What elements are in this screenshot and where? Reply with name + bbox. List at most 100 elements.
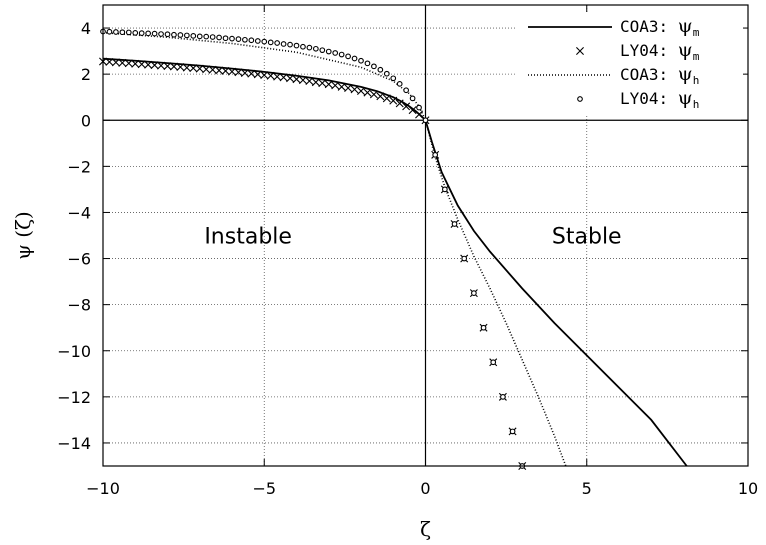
annotation-instable: Instable: [204, 225, 292, 250]
x-tick-label: 5: [582, 479, 592, 498]
data-point: [377, 66, 384, 73]
data-point: [292, 75, 301, 84]
data-point: [396, 80, 403, 87]
data-point: [390, 75, 397, 82]
y-tick-label: −6: [67, 250, 91, 269]
data-point: [171, 31, 177, 38]
data-point: [216, 34, 222, 41]
data-point: [113, 29, 119, 35]
legend-label: LY04: ψh: [620, 87, 699, 111]
data-point: [311, 78, 320, 87]
data-point: [248, 37, 255, 44]
data-point: [177, 32, 184, 38]
legend-label: LY04: ψm: [620, 39, 700, 63]
data-point: [118, 58, 127, 67]
data-point: [157, 61, 166, 70]
data-point: [176, 63, 185, 71]
legend-marker-sample: [576, 47, 584, 55]
data-point: [229, 35, 235, 42]
data-point: [234, 68, 243, 77]
data-point: [125, 29, 132, 36]
data-point: [132, 30, 139, 36]
data-point: [376, 92, 385, 101]
data-point: [319, 47, 326, 54]
y-tick-label: −12: [57, 388, 91, 407]
x-axis-title: ζ: [420, 517, 431, 541]
data-point: [144, 60, 153, 69]
data-point: [273, 72, 282, 81]
data-point: [345, 53, 351, 60]
data-point: [338, 51, 345, 58]
data-point: [247, 69, 256, 78]
data-point: [260, 71, 269, 80]
x-tick-label: 10: [738, 479, 758, 498]
data-point: [416, 104, 422, 111]
y-tick-label: −4: [67, 203, 91, 222]
data-point: [432, 151, 439, 158]
data-point: [369, 90, 378, 99]
legend-label: COA3: ψm: [620, 15, 700, 39]
data-point: [196, 33, 203, 40]
data-point: [337, 82, 346, 91]
data-point: [409, 95, 416, 102]
y-tick-label: −14: [57, 434, 91, 453]
data-point: [364, 60, 371, 67]
data-point: [509, 428, 516, 435]
legend-label: COA3: ψh: [620, 63, 699, 87]
series-line: [102, 31, 567, 467]
data-point: [402, 102, 411, 111]
data-point: [363, 88, 372, 97]
data-point: [266, 71, 275, 80]
data-point: [221, 66, 230, 75]
data-point: [138, 30, 145, 36]
data-point: [150, 61, 159, 70]
data-point: [254, 38, 261, 44]
data-point: [350, 85, 359, 94]
data-point: [164, 31, 171, 38]
data-point: [293, 42, 300, 49]
y-tick-label: 0: [81, 111, 91, 130]
data-point: [286, 74, 295, 83]
data-point: [240, 69, 249, 77]
data-point: [209, 34, 216, 40]
ticks: [102, 5, 749, 466]
legend-box: [515, 12, 743, 114]
data-point: [119, 29, 126, 36]
data-point: [124, 59, 133, 68]
data-point: [300, 43, 306, 50]
y-tick-label: −2: [67, 157, 91, 176]
legend-marker-sample: [577, 96, 583, 102]
x-tick-label: −5: [252, 479, 276, 498]
data-point: [169, 62, 178, 71]
data-point: [332, 50, 339, 56]
data-point: [318, 79, 327, 88]
data-point: [145, 30, 151, 37]
data-point: [274, 40, 281, 46]
data-point: [383, 70, 390, 77]
data-point: [471, 290, 477, 296]
data-point: [298, 76, 307, 85]
data-point: [415, 110, 424, 119]
data-point: [358, 57, 364, 64]
y-tick-label: −10: [57, 342, 91, 361]
data-point: [184, 32, 190, 39]
data-point: [106, 28, 113, 35]
data-point: [480, 324, 487, 331]
data-point: [158, 31, 164, 37]
data-point: [163, 62, 172, 71]
data-point: [235, 36, 242, 42]
data-point: [442, 186, 448, 193]
data-point: [313, 45, 319, 52]
data-point: [137, 60, 146, 69]
data-point: [357, 86, 365, 95]
x-tick-label: −10: [86, 479, 120, 498]
data-point: [202, 65, 211, 74]
y-tick-label: −8: [67, 296, 91, 315]
y-tick-label: 4: [81, 19, 91, 38]
data-point: [422, 117, 429, 124]
data-point: [195, 64, 204, 73]
data-point: [182, 63, 191, 72]
data-point: [190, 33, 197, 39]
